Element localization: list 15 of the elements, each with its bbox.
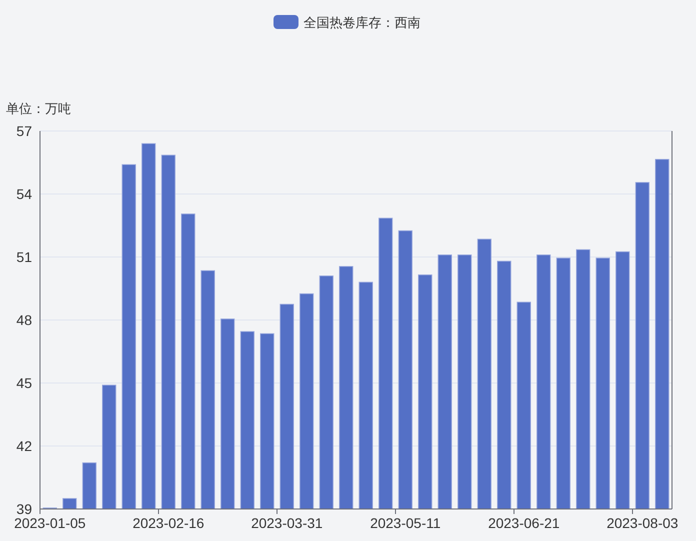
x-tick-label: 2023-08-03 (606, 515, 678, 531)
y-tick-label: 45 (16, 375, 32, 391)
y-tick-label: 54 (16, 186, 32, 202)
x-tick-label: 2023-02-16 (132, 515, 204, 531)
x-tick-label: 2023-03-31 (251, 515, 323, 531)
y-tick-label: 42 (16, 438, 32, 454)
y-tick-label: 39 (16, 501, 32, 517)
x-tick-label: 2023-05-11 (370, 515, 441, 531)
x-tick-label: 2023-06-21 (488, 515, 560, 531)
x-tick-label: 2023-01-05 (14, 515, 86, 531)
y-tick-label: 57 (16, 123, 32, 139)
legend-label: 全国热卷库存：西南 (304, 15, 420, 30)
y-tick-label: 51 (16, 249, 32, 265)
y-axis-title: 单位：万吨 (6, 101, 71, 116)
y-tick-label: 48 (16, 312, 32, 328)
